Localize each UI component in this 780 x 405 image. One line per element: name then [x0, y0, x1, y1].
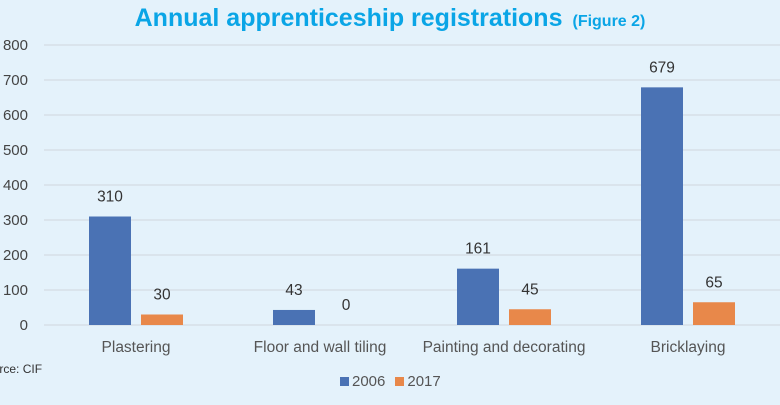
data-label: 30 — [153, 287, 171, 304]
legend: 2006 2017 — [340, 373, 441, 390]
y-tick-label: 700 — [3, 72, 28, 89]
y-tick-label: 200 — [3, 247, 28, 264]
legend-swatch — [395, 377, 405, 386]
legend-swatch — [340, 377, 349, 386]
data-label: 43 — [285, 282, 302, 299]
source-note: Source: CIF — [0, 362, 43, 376]
bar-2006 — [641, 87, 683, 325]
y-tick-label: 600 — [3, 107, 28, 124]
x-tick-label: Bricklaying — [651, 339, 726, 356]
title-text: Annual apprenticeship registrations — [134, 4, 563, 32]
y-tick-label: 800 — [3, 37, 28, 54]
y-tick-label: 400 — [3, 177, 28, 194]
data-label: 310 — [97, 189, 123, 206]
y-tick-label: 500 — [3, 142, 28, 159]
bar-2006 — [89, 216, 131, 325]
x-tick-label: Painting and decorating — [423, 339, 586, 356]
data-label: 0 — [342, 297, 351, 314]
y-tick-label: 100 — [3, 282, 28, 299]
chart-title: Annual apprenticeship registrations (Figu… — [0, 4, 780, 33]
legend-label: 2017 — [407, 373, 441, 390]
y-tick-label: 0 — [20, 317, 28, 334]
legend-item-2006: 2006 — [340, 373, 385, 390]
x-tick-label: Plastering — [102, 339, 171, 356]
bar-2017 — [509, 309, 551, 325]
bar-2006 — [457, 268, 499, 325]
data-label: 161 — [465, 241, 491, 258]
bar-2006 — [273, 309, 315, 325]
legend-item-2017: 2017 — [395, 373, 441, 390]
legend-label: 2006 — [352, 373, 386, 390]
chart-subtitle: (Figure 2) — [572, 13, 646, 30]
data-label: 45 — [521, 281, 538, 298]
data-label: 679 — [649, 59, 675, 76]
y-tick-label: 300 — [3, 212, 28, 229]
bar-2017 — [693, 302, 735, 325]
x-tick-label: Floor and wall tiling — [254, 339, 387, 356]
bar-2017 — [141, 314, 183, 325]
data-label: 65 — [705, 274, 722, 291]
